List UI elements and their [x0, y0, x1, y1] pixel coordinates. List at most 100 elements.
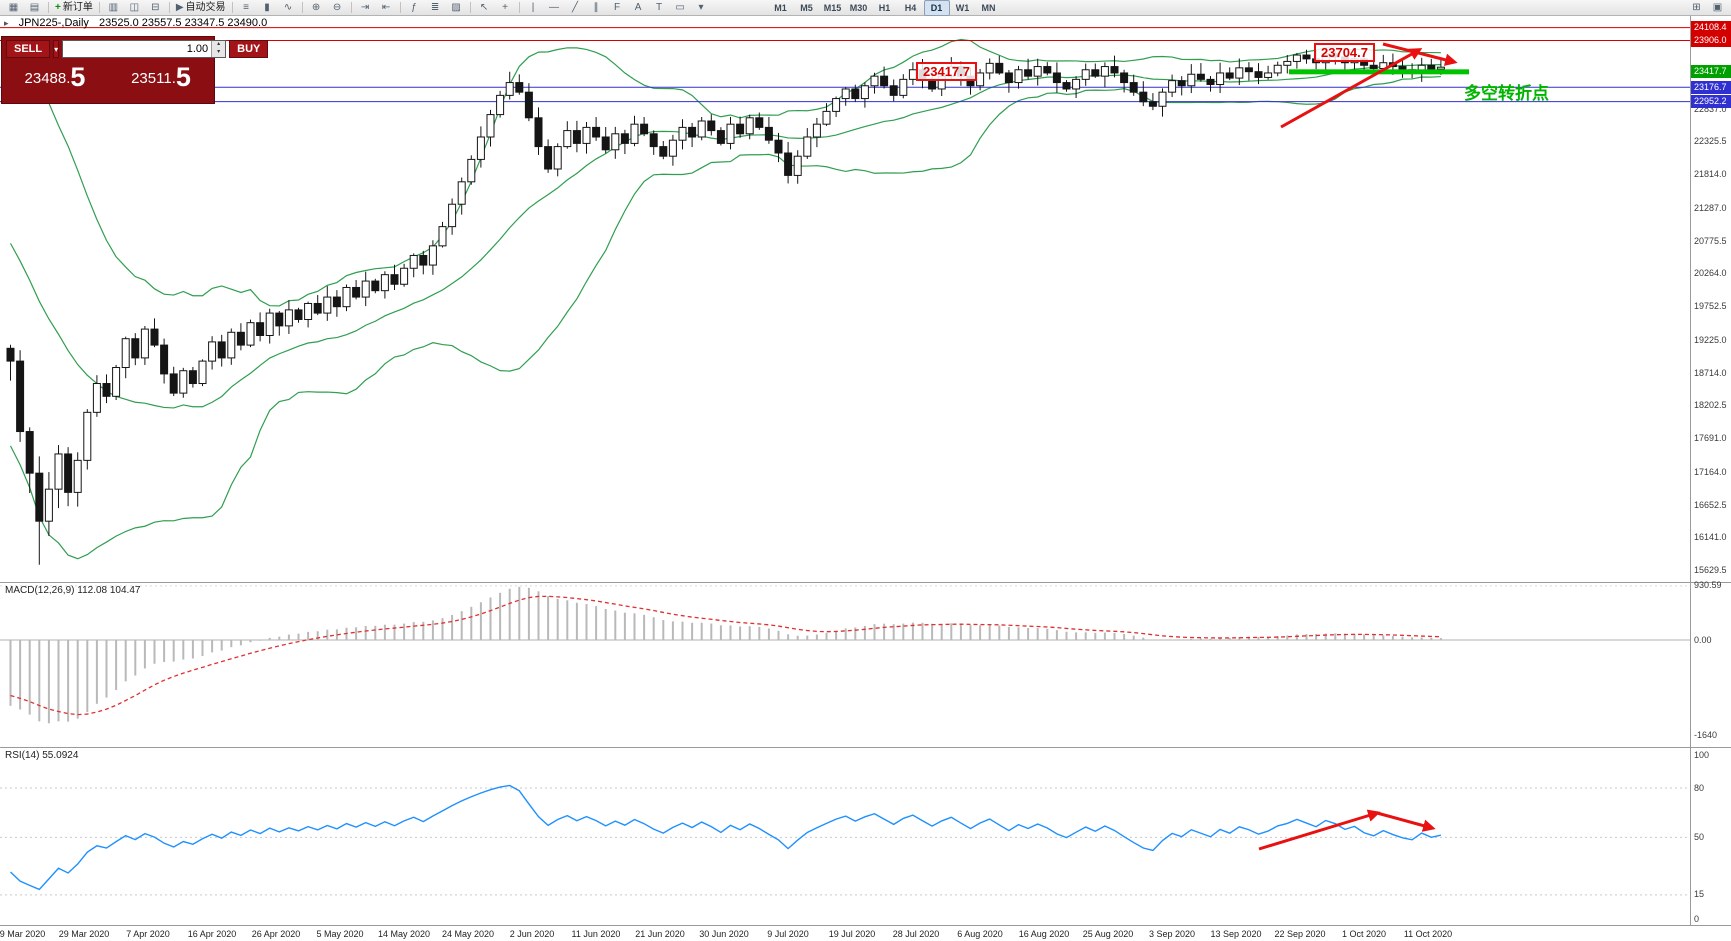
price-tick: 22325.5	[1694, 136, 1727, 147]
macd-panel-separator[interactable]	[0, 582, 1731, 583]
zoom-in-button[interactable]: ⊕	[306, 0, 327, 16]
sell-price-main: 23488.	[24, 70, 71, 87]
tile-windows-icon: ⊞	[1692, 1, 1701, 13]
new-chart-button[interactable]: ▦	[3, 0, 24, 16]
new-window-button[interactable]: ▣	[1707, 0, 1728, 16]
volume-stepper: ▴ ▾	[62, 40, 227, 58]
candlestick-mode-button[interactable]: ▮	[257, 0, 278, 16]
macd-axis-label: 930.59	[1694, 580, 1722, 591]
volume-input[interactable]	[63, 41, 212, 57]
indicator-windows-button[interactable]: ≣	[425, 0, 446, 16]
date-label: 11 Oct 2020	[1403, 929, 1453, 939]
timeframe-m1[interactable]: M1	[774, 2, 787, 13]
timeframe-h4[interactable]: H4	[904, 2, 917, 13]
price-tick: 21814.0	[1694, 169, 1727, 180]
line-chart-mode-icon: ∿	[283, 1, 293, 13]
price-tick: 16652.5	[1694, 499, 1727, 510]
price-level-tag[interactable]: 23417.7	[1691, 65, 1731, 79]
toolbar-separator	[168, 2, 170, 13]
indicators-button[interactable]: ƒ	[404, 0, 425, 16]
cursor-button[interactable]: ↖	[474, 0, 495, 16]
chart-shift-button[interactable]: ⇤	[376, 0, 397, 16]
timeframe-d1[interactable]: D1	[923, 0, 950, 16]
vertical-line-tool-icon: |	[531, 1, 535, 13]
text-tool-button[interactable]: A	[628, 0, 649, 16]
auto-trading-button[interactable]: ▶ 自动交易	[173, 0, 229, 16]
price-tick: 21287.0	[1694, 202, 1727, 213]
vertical-line-tool-button[interactable]: |	[523, 0, 544, 16]
time-axis-separator	[0, 925, 1731, 926]
sell-price[interactable]: 23488.5	[2, 58, 108, 91]
new-order-icon: +	[55, 1, 61, 13]
crosshair-button[interactable]: +	[495, 0, 516, 16]
sell-button[interactable]: SELL	[6, 40, 51, 58]
chart-profiles-icon: ▤	[29, 1, 40, 13]
label-tool-icon: T	[655, 1, 663, 13]
timeframe-m15[interactable]: M15	[823, 2, 842, 13]
buy-price-big-digit: 5	[175, 62, 191, 92]
data-window-button[interactable]: ◫	[124, 0, 145, 16]
price-level-tag[interactable]: 22952.2	[1691, 95, 1731, 109]
price-level-tag[interactable]: 23176.7	[1691, 80, 1731, 94]
tile-windows-button[interactable]: ⊞	[1686, 0, 1707, 16]
label-tool-button[interactable]: T	[649, 0, 670, 16]
navigator-button[interactable]: ⊟	[145, 0, 166, 16]
line-chart-mode-button[interactable]: ∿	[278, 0, 299, 16]
toolbar-separator	[399, 2, 401, 13]
price-tick: 20264.0	[1694, 268, 1727, 279]
rsi-axis-label: 100	[1694, 749, 1710, 760]
macd-indicator-label: MACD(12,26,9) 112.08 104.47	[5, 585, 141, 596]
chevron-down-icon: ▾	[54, 44, 59, 54]
timeframe-m5[interactable]: M5	[800, 2, 813, 13]
turning-point-annotation[interactable]: 多空转折点	[1464, 84, 1549, 103]
horizontal-line-tool-button[interactable]: —	[544, 0, 565, 16]
market-watch-button[interactable]: ▥	[103, 0, 124, 16]
volume-up-icon[interactable]: ▴	[217, 41, 221, 47]
templates-button[interactable]: ▨	[446, 0, 467, 16]
trendline-tool-icon: ╱	[572, 1, 579, 13]
date-label: 7 Apr 2020	[126, 929, 170, 939]
date-label: 22 Sep 2020	[1274, 929, 1326, 939]
toolbar: ▦ ▤ + 新订单 ▥ ◫ ⊟ ▶ 自动交易 ≡ ▮ ∿ ⊕ ⊖ ⇥ ⇤ ƒ ≣ ▨ ↖ + | — ╱ ∥ F A T ▭ ▾ M1 M5 M…	[0, 0, 1731, 16]
rsi-panel-separator[interactable]	[0, 747, 1731, 748]
channel-tool-button[interactable]: ∥	[586, 0, 607, 16]
sell-options-dropdown[interactable]: ▾	[53, 40, 60, 58]
bar-chart-mode-button[interactable]: ≡	[236, 0, 257, 16]
zoom-out-button[interactable]: ⊖	[327, 0, 348, 16]
more-tools-button[interactable]: ▾	[691, 0, 712, 16]
shapes-tool-button[interactable]: ▭	[670, 0, 691, 16]
toolbar-separator	[48, 2, 49, 13]
price-tick: 18202.5	[1694, 400, 1727, 411]
fibonacci-tool-button[interactable]: F	[607, 0, 628, 16]
trendline-tool-button[interactable]: ╱	[565, 0, 586, 16]
timeframe-mn[interactable]: MN	[981, 2, 996, 13]
price-callout-support[interactable]: 23417.7	[916, 62, 977, 81]
rsi-axis-label: 0	[1694, 914, 1700, 925]
date-label: 28 Jul 2020	[892, 929, 940, 939]
date-label: 6 Aug 2020	[957, 929, 1003, 939]
volume-down-icon[interactable]: ▾	[217, 49, 221, 55]
chart-ohlc-values: 23525.0 23557.5 23347.5 23490.0	[98, 17, 268, 29]
price-level-tag[interactable]: 24108.4	[1691, 21, 1731, 35]
auto-scroll-button[interactable]: ⇥	[355, 0, 376, 16]
price-callout-high[interactable]: 23704.7	[1314, 43, 1375, 62]
zoom-in-icon: ⊕	[311, 1, 321, 13]
timeframe-h1[interactable]: H1	[878, 2, 891, 13]
collapse-icon[interactable]: ▸	[4, 18, 9, 28]
timeframe-m30[interactable]: M30	[849, 2, 868, 13]
toolbar-separator	[518, 2, 520, 13]
zoom-out-icon: ⊖	[332, 1, 342, 13]
channel-tool-icon: ∥	[593, 1, 599, 13]
buy-price[interactable]: 23511.5	[108, 58, 214, 91]
macd-axis-label: 0.00	[1694, 634, 1712, 645]
price-tick: 16141.0	[1694, 532, 1727, 543]
new-order-button[interactable]: + 新订单	[52, 0, 96, 16]
data-window-icon: ◫	[129, 1, 140, 13]
price-level-tag[interactable]: 23906.0	[1691, 34, 1731, 48]
price-axis[interactable]	[1691, 16, 1731, 925]
buy-button[interactable]: BUY	[229, 40, 269, 58]
timeframe-w1[interactable]: W1	[955, 2, 970, 13]
chart-profiles-button[interactable]: ▤	[24, 0, 45, 16]
time-axis[interactable]	[0, 926, 1731, 941]
